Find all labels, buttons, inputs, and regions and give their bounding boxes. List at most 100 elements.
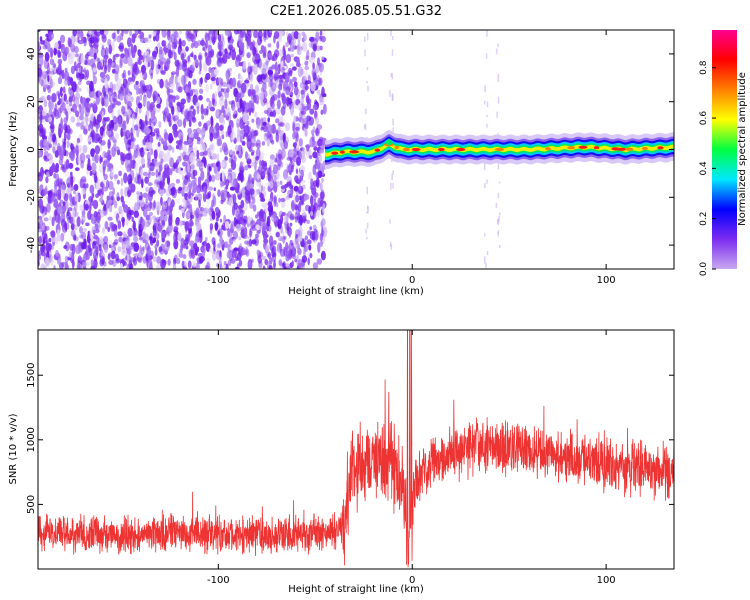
noise-speckle <box>208 166 212 172</box>
noise-speckle <box>147 59 154 64</box>
noise-speckle <box>70 176 74 188</box>
noise-speckle <box>233 202 238 210</box>
noise-speckle <box>224 241 228 249</box>
noise-speckle <box>207 32 211 41</box>
noise-speckle <box>161 220 165 226</box>
faint-streak <box>496 111 498 118</box>
noise-speckle <box>88 93 94 98</box>
noise-speckle <box>91 152 95 157</box>
noise-speckle <box>152 256 157 262</box>
noise-speckle <box>293 115 297 124</box>
noise-speckle <box>69 77 74 86</box>
noise-speckle <box>45 185 48 195</box>
noise-speckle <box>120 177 124 187</box>
noise-speckle <box>297 66 304 78</box>
noise-speckle <box>188 203 193 214</box>
noise-speckle <box>259 208 264 219</box>
noise-speckle <box>39 36 43 42</box>
noise-speckle <box>108 259 114 265</box>
noise-speckle <box>199 207 203 217</box>
noise-speckle <box>127 227 133 237</box>
noise-speckle <box>132 144 137 151</box>
noise-speckle <box>180 208 185 213</box>
noise-speckle <box>91 229 97 234</box>
noise-speckle <box>38 218 44 230</box>
noise-speckle <box>247 62 251 67</box>
noise-speckle <box>178 186 183 191</box>
noise-speckle <box>129 257 133 264</box>
noise-speckle <box>138 195 143 201</box>
noise-speckle <box>219 239 225 246</box>
noise-speckle <box>280 200 286 209</box>
noise-speckle <box>288 184 294 190</box>
noise-speckle <box>123 172 128 184</box>
x-tick-label: -100 <box>207 575 230 586</box>
noise-speckle <box>176 60 180 70</box>
noise-speckle <box>252 204 257 212</box>
noise-speckle <box>310 36 316 42</box>
noise-speckle <box>247 130 253 142</box>
noise-speckle <box>160 196 163 206</box>
noise-speckle <box>75 37 78 43</box>
noise-speckle <box>113 200 118 209</box>
noise-speckle <box>189 218 194 227</box>
y-tick-label: 0 <box>26 146 37 152</box>
snr-x-ticks: -100 0 100 <box>207 330 616 586</box>
noise-speckle <box>85 69 90 79</box>
noise-speckle <box>188 87 192 94</box>
noise-speckle <box>294 211 298 223</box>
noise-speckle <box>268 210 272 218</box>
noise-speckle <box>207 171 210 176</box>
noise-speckle <box>78 40 84 45</box>
noise-speckle <box>76 137 81 144</box>
noise-speckle <box>269 256 273 265</box>
noise-speckle <box>138 236 144 241</box>
noise-speckle <box>151 50 157 58</box>
noise-speckle <box>94 145 101 155</box>
noise-speckle <box>47 42 51 51</box>
noise-speckle <box>53 198 59 209</box>
noise-speckle <box>43 139 48 148</box>
noise-speckle <box>185 245 189 250</box>
noise-speckle <box>120 188 124 197</box>
noise-speckle <box>201 114 205 120</box>
noise-speckle <box>182 254 187 260</box>
noise-speckle <box>244 240 250 245</box>
noise-speckle <box>172 263 177 269</box>
signal-hotspot <box>456 147 466 152</box>
noise-speckle <box>185 113 189 123</box>
noise-speckle <box>220 33 225 43</box>
noise-speckle <box>269 79 273 88</box>
noise-speckle <box>293 85 299 96</box>
noise-speckle <box>213 240 216 249</box>
noise-speckle <box>310 178 314 188</box>
faint-streak <box>364 49 366 57</box>
noise-speckle <box>95 182 101 191</box>
noise-speckle <box>195 262 200 269</box>
noise-speckle <box>264 226 270 230</box>
noise-speckle <box>158 134 162 142</box>
noise-speckle <box>46 94 51 101</box>
noise-speckle <box>117 109 121 116</box>
noise-speckle <box>46 202 51 213</box>
noise-speckle <box>162 140 168 151</box>
noise-speckle <box>59 199 64 204</box>
noise-speckle <box>289 213 295 221</box>
noise-speckle <box>73 190 76 195</box>
noise-speckle <box>65 200 69 211</box>
noise-speckle <box>64 171 70 178</box>
noise-speckle <box>136 69 142 74</box>
faint-streak <box>486 114 488 118</box>
noise-speckle <box>293 30 299 40</box>
noise-speckle <box>149 67 154 76</box>
noise-speckle <box>107 149 111 155</box>
noise-speckle <box>145 253 149 262</box>
noise-speckle <box>144 233 150 244</box>
faint-streak <box>367 205 369 210</box>
noise-speckle <box>264 167 271 172</box>
noise-speckle <box>42 224 45 231</box>
noise-speckle <box>116 30 120 35</box>
noise-speckle <box>268 164 272 175</box>
noise-speckle <box>293 185 299 192</box>
noise-speckle <box>195 157 201 162</box>
